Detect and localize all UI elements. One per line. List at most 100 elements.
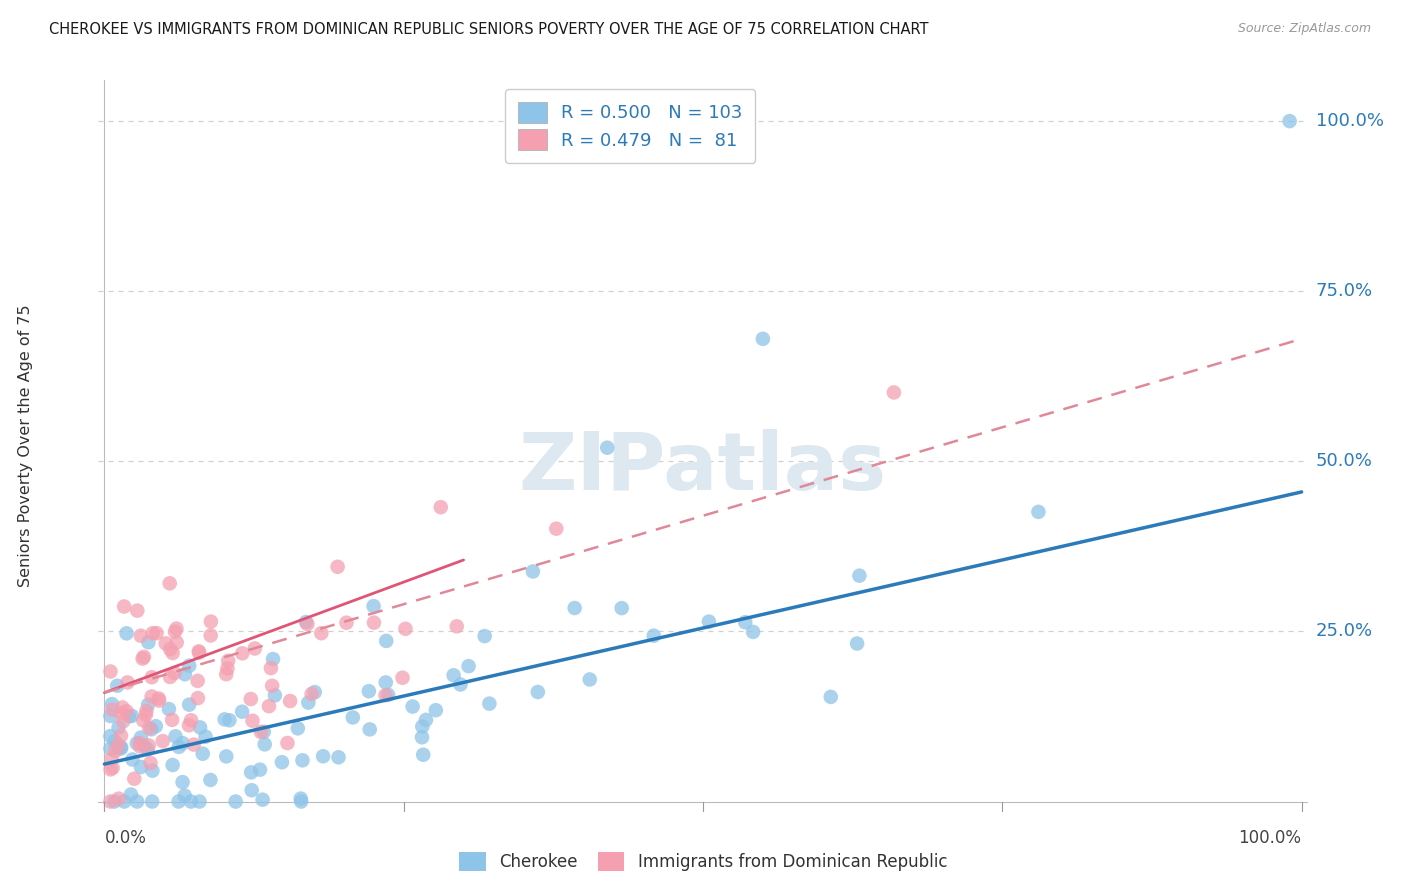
Point [218,713,240,727]
Point [326,559,349,574]
Point [257,699,280,714]
Point [105,679,128,693]
Point [100,741,122,756]
Point [138,721,160,735]
Point [411,719,433,733]
Point [188,795,211,809]
Point [141,764,163,778]
Point [425,703,447,717]
Point [136,742,159,756]
Point [148,691,170,706]
Point [363,615,385,630]
Point [215,667,238,681]
Point [111,706,134,720]
Point [107,738,129,752]
Point [180,795,202,809]
Point [129,731,152,745]
Point [240,765,263,780]
Point [179,698,201,712]
Point [131,651,153,665]
Point [242,714,264,728]
Point [101,697,124,711]
Point [187,673,209,688]
Point [172,736,194,750]
Point [163,624,186,639]
Point [1028,505,1050,519]
Point [188,646,211,660]
Point [162,758,184,772]
Point [141,670,163,684]
Point [127,795,149,809]
Text: 100.0%: 100.0% [1239,829,1302,847]
Point [107,791,129,805]
Point [155,636,177,650]
Point [100,752,122,766]
Point [121,709,143,723]
Point [1278,114,1301,128]
Point [103,795,125,809]
Point [252,792,274,806]
Point [253,737,276,751]
Point [138,635,160,649]
Point [172,775,194,789]
Point [129,629,152,643]
Point [112,795,135,809]
Point [159,670,181,684]
Point [374,675,396,690]
Point [359,723,381,737]
Point [304,685,326,699]
Point [104,734,127,748]
Point [742,624,765,639]
Point [194,730,217,744]
Point [163,666,186,681]
Point [120,788,142,802]
Point [262,652,284,666]
Point [243,641,266,656]
Point [596,441,619,455]
Point [166,622,188,636]
Point [278,694,301,708]
Point [159,576,181,591]
Point [145,626,167,640]
Point [110,739,132,754]
Point [215,749,238,764]
Point [112,599,135,614]
Point [112,714,135,729]
Point [159,642,181,657]
Text: Seniors Poverty Over the Age of 75: Seniors Poverty Over the Age of 75 [18,305,34,587]
Point [374,688,396,702]
Point [110,741,132,756]
Point [141,723,163,737]
Point [377,688,399,702]
Point [200,628,222,642]
Point [101,703,124,717]
Point [546,522,568,536]
Point [335,615,357,630]
Point [225,795,247,809]
Point [276,736,298,750]
Point [141,795,163,809]
Point [240,783,263,797]
Point [271,755,294,769]
Point [846,636,869,650]
Point [214,712,236,726]
Point [848,568,870,582]
Point [262,679,284,693]
Text: 100.0%: 100.0% [1316,112,1384,130]
Point [135,707,157,722]
Point [139,756,162,770]
Point [132,714,155,728]
Point [132,649,155,664]
Point [180,713,202,727]
Point [134,739,156,753]
Point [564,601,586,615]
Point [311,626,333,640]
Point [187,644,209,658]
Point [118,709,141,723]
Point [297,696,319,710]
Point [578,673,600,687]
Point [295,615,318,629]
Point [478,697,501,711]
Point [127,604,149,618]
Point [249,763,271,777]
